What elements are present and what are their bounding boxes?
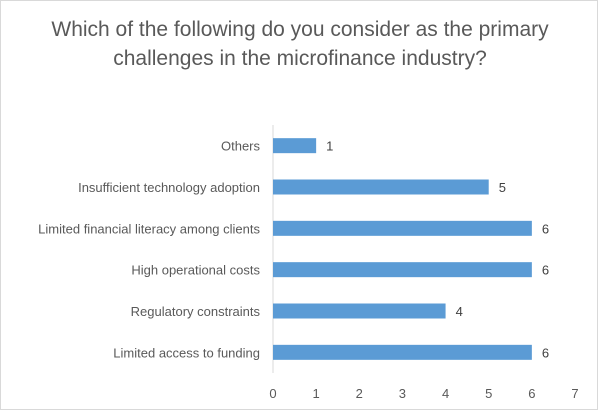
bar-6 xyxy=(273,344,532,360)
bar-1 xyxy=(273,138,317,154)
x-tick-label: 2 xyxy=(356,386,363,401)
category-label: Limited access to funding xyxy=(113,345,260,360)
category-label: High operational costs xyxy=(131,263,260,278)
x-tick-label: 4 xyxy=(442,386,449,401)
chart-title: Which of the following do you consider a… xyxy=(51,18,549,70)
bar-5 xyxy=(273,303,446,319)
x-tick-label: 0 xyxy=(269,386,276,401)
data-label: 6 xyxy=(542,345,549,360)
data-label: 6 xyxy=(542,221,549,236)
data-label: 5 xyxy=(499,180,506,195)
category-label: Others xyxy=(221,139,261,154)
x-tick-label: 3 xyxy=(399,386,406,401)
data-label: 6 xyxy=(542,263,549,278)
x-tick-label: 5 xyxy=(485,386,492,401)
data-label: 4 xyxy=(456,304,463,319)
bar-4 xyxy=(273,262,532,278)
x-tick-label: 7 xyxy=(571,386,578,401)
bar-2 xyxy=(273,179,489,195)
category-label: Limited financial literacy among clients xyxy=(38,221,260,236)
data-label: 1 xyxy=(326,139,333,154)
category-label: Insufficient technology adoption xyxy=(78,180,260,195)
x-tick-label: 6 xyxy=(528,386,535,401)
x-tick-label: 1 xyxy=(313,386,320,401)
bar-3 xyxy=(273,220,532,236)
category-label: Regulatory constraints xyxy=(131,304,261,319)
